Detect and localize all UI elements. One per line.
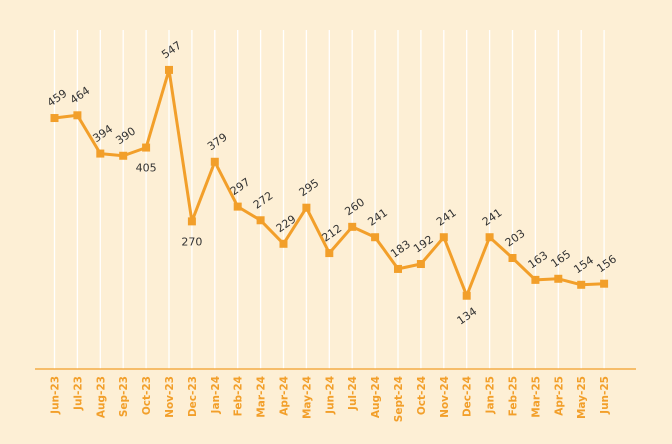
data-point [233,202,242,211]
data-point [325,249,334,258]
data-point [462,291,471,300]
data-label: 156 [594,252,619,275]
data-point [485,233,494,242]
x-tick-label: Sep-23 [118,376,130,417]
x-tick-label: Feb-25 [508,376,520,416]
data-label: 459 [45,87,70,110]
data-labels: 4594643943904055472703792972722292952122… [45,39,619,328]
data-point [416,260,425,269]
data-point [165,65,173,74]
data-point [394,264,402,273]
data-point [279,239,288,248]
x-tick-label: Oct-24 [416,376,428,415]
data-point [256,216,265,225]
data-point [348,222,357,231]
x-tick-label: Nov-24 [439,376,451,418]
x-tick-label: May-25 [576,376,588,419]
x-tick-label: Jul-24 [347,376,359,411]
data-label: 405 [136,162,157,175]
x-tick-label: Jun-24 [324,376,336,415]
x-tick-label: Jan-24 [210,376,222,414]
x-tick-label: Aug-23 [95,376,107,418]
x-tick-label: Jan-25 [485,376,497,414]
x-tick-label: May-24 [301,376,313,419]
data-label: 547 [159,39,184,62]
data-point [554,274,563,283]
data-point [210,157,219,166]
data-point [96,149,105,158]
data-point [439,233,448,242]
data-point [577,280,586,289]
data-label: 260 [342,196,367,219]
data-label: 241 [365,206,390,229]
data-label: 183 [388,238,413,261]
data-label: 379 [205,131,230,154]
data-label: 464 [68,84,93,107]
x-tick-label: Nov-23 [164,376,176,418]
data-point [600,279,609,288]
data-label: 154 [571,254,596,277]
x-tick-label: Jul-23 [72,376,84,411]
data-point [371,233,380,242]
data-label: 165 [549,248,574,271]
data-label: 241 [434,206,459,229]
data-label: 390 [113,125,138,148]
x-tick-label: Dec-23 [187,376,199,417]
data-point [142,143,151,152]
gridlines [53,30,605,369]
x-tick-label: Sept-24 [393,376,405,422]
x-tick-label: Mar-24 [256,376,268,418]
data-point [508,254,517,263]
data-point [302,203,311,212]
x-tick-label: Jun-25 [599,376,611,415]
data-point [50,114,59,123]
x-tick-label: Dec-24 [462,376,474,417]
data-label: 241 [480,206,505,229]
x-tick-label: Feb-24 [233,376,245,416]
data-point [73,111,82,120]
x-tick-label: Apr-25 [553,376,565,416]
data-point [531,275,540,284]
x-tick-labels: Jun-23 Jul-23 Aug-23 Sep-23 Oct-23 Nov-23 Dec-… [50,376,612,422]
data-point [119,151,128,160]
x-tick-label: Jun-23 [50,376,62,415]
data-label: 270 [181,235,202,248]
series-layer [50,65,609,300]
x-tick-label: Oct-23 [141,376,153,415]
data-label: 203 [503,227,528,250]
x-tick-label: Apr-24 [279,376,291,416]
x-tick-label: Mar-25 [530,376,542,418]
data-label: 295 [297,176,322,199]
data-point [187,217,196,226]
data-label: 163 [526,249,551,272]
data-label: 229 [274,213,299,236]
x-tick-label: Aug-24 [370,376,382,418]
data-label: 272 [251,189,276,212]
